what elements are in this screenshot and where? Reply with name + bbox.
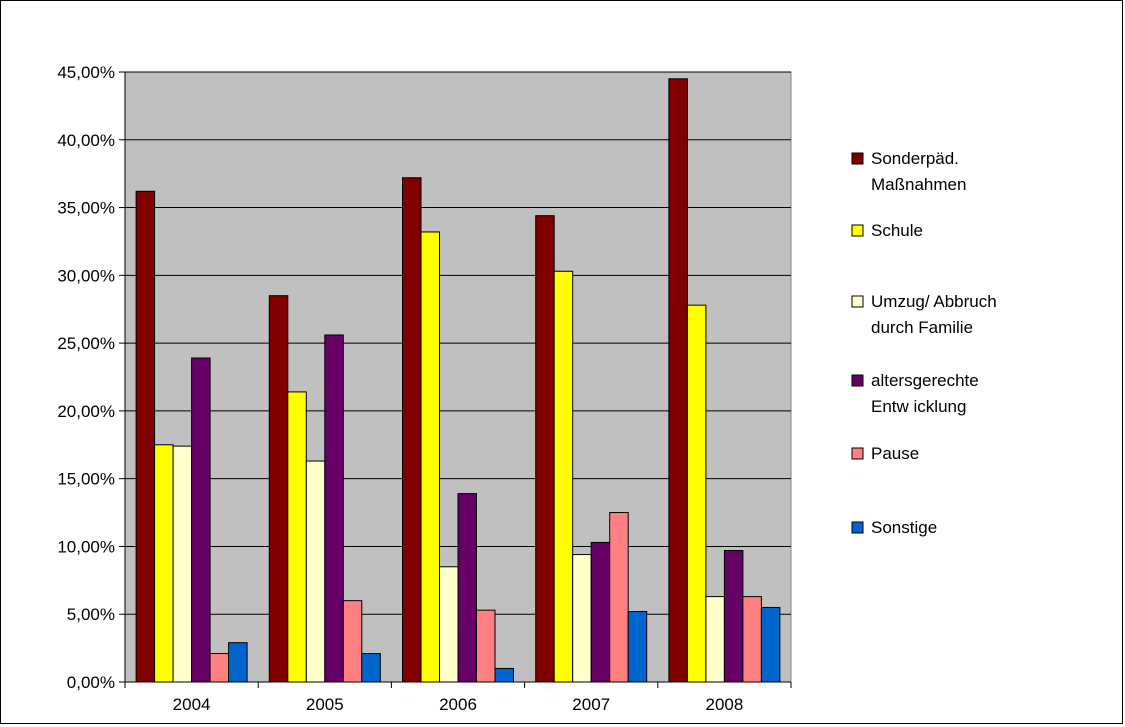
bar-2004-series-5 xyxy=(209,653,230,683)
legend: Sonderpäd. Maßnahmen Schule Umzug/ Abbruch d… xyxy=(851,149,997,537)
bar-2007-series-6 xyxy=(627,611,648,683)
bar-2005-series-2 xyxy=(287,391,307,683)
legend-label-1: Maßnahmen xyxy=(871,175,966,194)
bar-2005-series-1 xyxy=(268,295,289,683)
legend-label-3: Umzug/ Abbruch xyxy=(871,292,997,311)
legend-swatch-1 xyxy=(851,152,864,165)
bar-2007-series-5 xyxy=(609,512,629,683)
legend-label-3: durch Familie xyxy=(871,318,973,337)
x-tick-label: 2008 xyxy=(705,695,743,714)
y-tick-label: 15,00% xyxy=(57,470,115,489)
legend-label-5: Pause xyxy=(871,444,919,463)
bar-2006-series-5 xyxy=(476,609,496,683)
bar-2008-series-4 xyxy=(723,550,744,683)
bar-2006-series-3 xyxy=(439,566,459,683)
y-tick-label: 5,00% xyxy=(67,605,115,624)
bar-2006-series-1 xyxy=(402,177,422,683)
x-tick-label: 2005 xyxy=(306,695,344,714)
bar-2007-series-1 xyxy=(535,215,555,683)
y-tick-label: 30,00% xyxy=(57,266,115,285)
y-tick-label: 35,00% xyxy=(57,199,115,218)
plot-area: 0,00% 5,00% 10,00% 15,00% 20,00% 25,00% 30,00%… xyxy=(57,63,792,714)
bar-2006-series-2 xyxy=(420,231,440,683)
bar-2006-series-6 xyxy=(494,667,514,683)
legend-swatch-6 xyxy=(851,521,864,534)
bar-2008-series-3 xyxy=(705,596,725,683)
x-tick-label: 2004 xyxy=(173,695,211,714)
legend-label-4: altersgerechte xyxy=(871,371,979,390)
y-tick-label: 45,00% xyxy=(57,63,115,82)
bar-2004-series-4 xyxy=(191,357,211,683)
bar-2004-series-2 xyxy=(154,444,174,683)
bar-2004-series-3 xyxy=(172,445,193,683)
legend-swatch-2 xyxy=(851,224,864,237)
y-tick-label: 10,00% xyxy=(57,537,115,556)
legend-label-4: Entw icklung xyxy=(871,397,966,416)
legend-label-2: Schule xyxy=(871,221,923,240)
bar-2008-series-1 xyxy=(668,78,688,683)
y-tick-label: 0,00% xyxy=(67,673,115,692)
bar-2008-series-6 xyxy=(760,606,781,683)
bar-2005-series-4 xyxy=(324,334,344,683)
legend-swatch-3 xyxy=(851,295,864,308)
bar-2007-series-3 xyxy=(572,554,592,683)
bar-2005-series-5 xyxy=(342,600,363,683)
bar-2007-series-4 xyxy=(590,541,611,683)
legend-swatch-5 xyxy=(851,447,864,460)
y-tick-label: 20,00% xyxy=(57,402,115,421)
bar-2005-series-3 xyxy=(305,460,326,683)
bar-2006-series-4 xyxy=(457,493,477,683)
y-tick-label: 40,00% xyxy=(57,131,115,150)
legend-label-6: Sonstige xyxy=(871,518,937,537)
bar-2004-series-6 xyxy=(228,642,248,683)
bar-2008-series-2 xyxy=(686,304,707,683)
x-tick-label: 2007 xyxy=(572,695,610,714)
y-tick-label: 25,00% xyxy=(57,334,115,353)
bar-2008-series-5 xyxy=(742,596,762,683)
legend-label-1: Sonderpäd. xyxy=(871,149,959,168)
x-tick-label: 2006 xyxy=(439,695,477,714)
legend-swatch-4 xyxy=(851,374,864,387)
bar-2005-series-6 xyxy=(361,653,381,683)
bar-2004-series-1 xyxy=(135,190,156,683)
bar-2007-series-2 xyxy=(553,270,574,683)
